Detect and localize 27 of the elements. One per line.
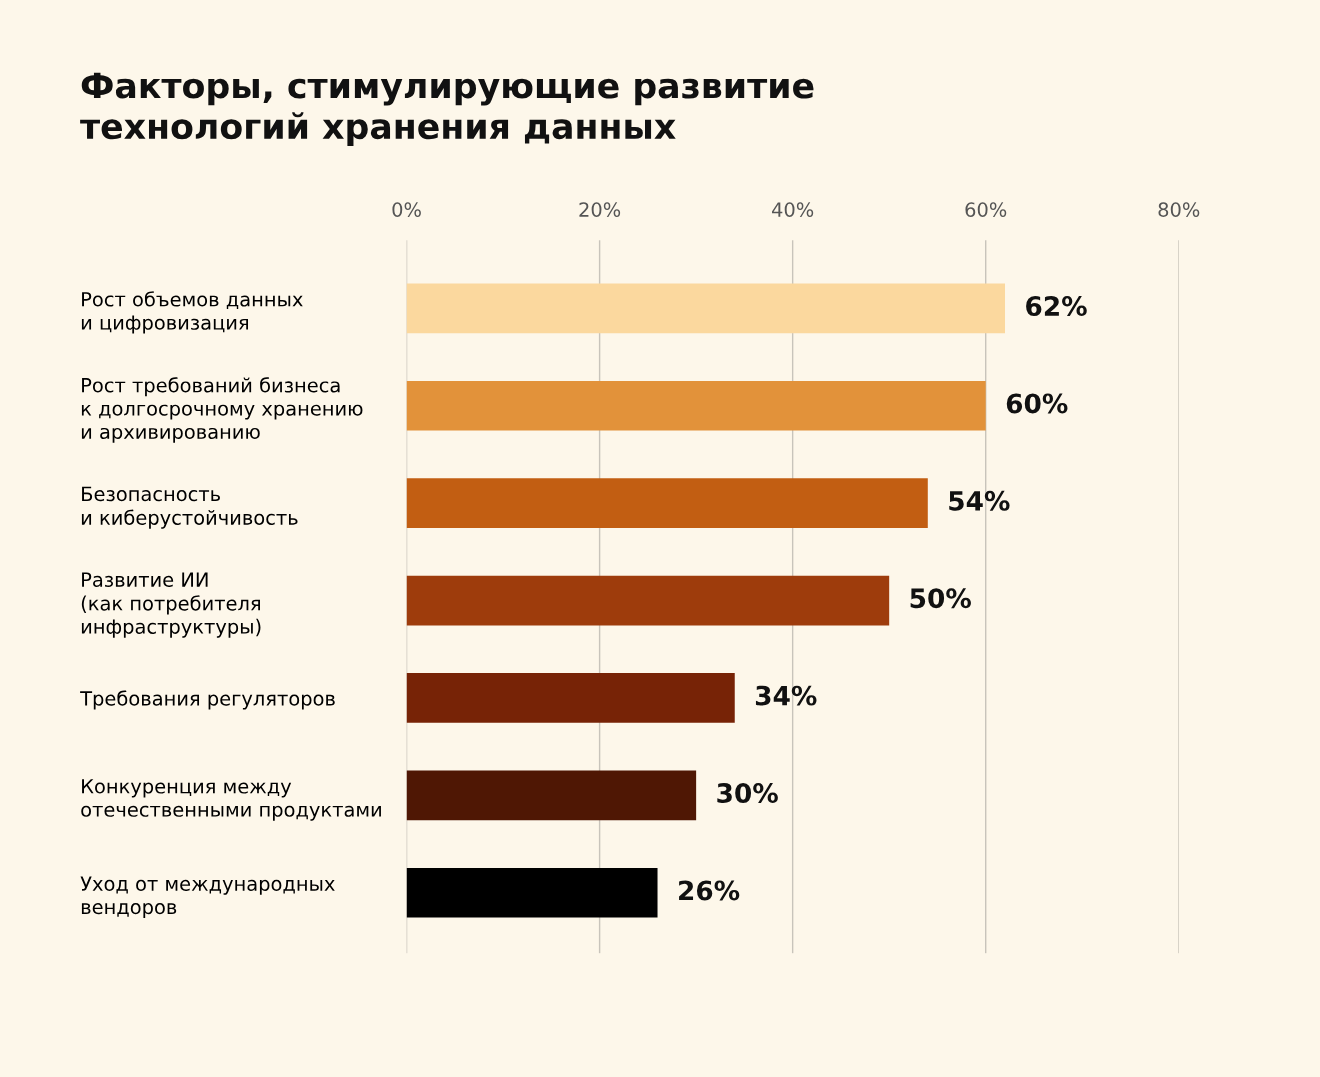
y-tick-label: Уход от международных вендоров: [80, 876, 335, 919]
data-label: 26%: [679, 880, 740, 901]
x-tick-label: 80%: [1158, 202, 1200, 217]
x-tick-label: 20%: [579, 202, 621, 217]
bar: [406, 770, 697, 821]
bar: [406, 575, 890, 626]
y-tick-label: Рост требований бизнеса к долгосрочному хранению и архивированию: [81, 377, 363, 443]
data-label: 30%: [717, 783, 778, 804]
bar: [406, 283, 1006, 334]
y-tick-label: Требования регуляторов: [80, 690, 335, 710]
data-label: 62%: [1026, 296, 1087, 317]
data-label: 54%: [949, 490, 1010, 511]
x-tick-label: 40%: [772, 202, 814, 217]
y-tick-label: Безопасность и киберустойчивость: [81, 486, 298, 529]
data-label: 34%: [755, 685, 817, 706]
bar: [406, 380, 986, 431]
x-tick-label: 0%: [392, 202, 421, 217]
data-label: 50%: [910, 588, 971, 609]
data-label: 60%: [1006, 393, 1068, 414]
y-tick-label: Развитие ИИ (как потребителя инфраструктуры): [81, 572, 261, 638]
bar: [406, 478, 928, 528]
y-tick-label: Конкуренция между отечественными продуктами: [81, 779, 381, 821]
bar: [406, 867, 658, 918]
x-tick-label: 60%: [965, 202, 1007, 217]
chart-title: Факторы, стимулирующие развитие технологий хранения данных: [80, 72, 814, 146]
y-tick-label: Рост объемов данных и цифровизация: [81, 291, 303, 334]
bar: [406, 673, 735, 723]
